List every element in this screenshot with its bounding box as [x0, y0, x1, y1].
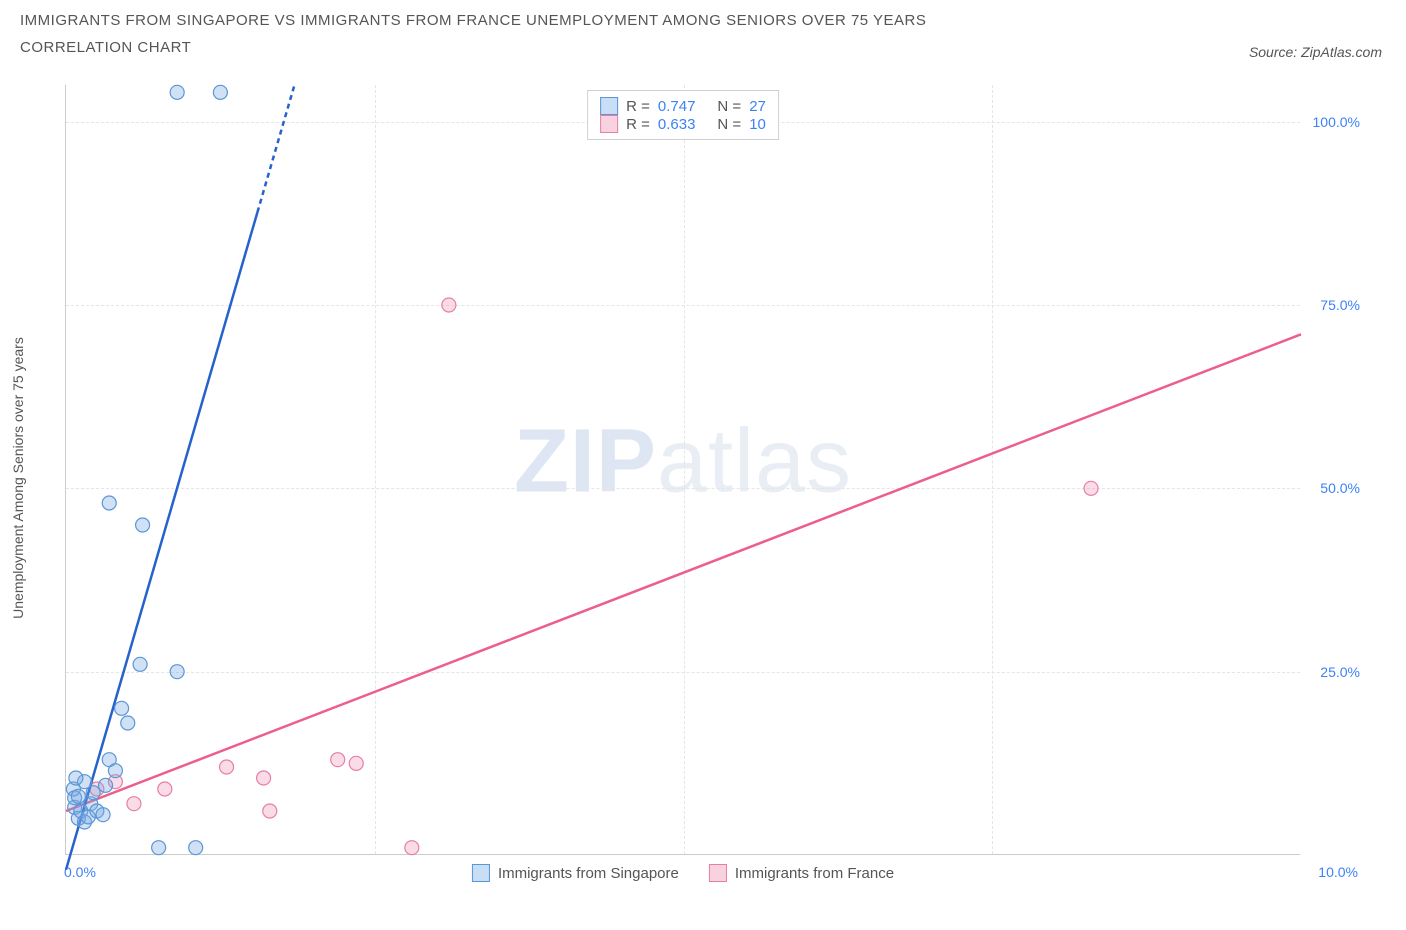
pink-data-point: [257, 771, 271, 785]
series-legend-label: Immigrants from Singapore: [498, 865, 679, 882]
series-legend-item: Immigrants from Singapore: [472, 864, 679, 882]
y-tick-label: 25.0%: [1320, 664, 1360, 680]
blue-data-point: [189, 841, 203, 855]
pink-data-point: [220, 760, 234, 774]
pink-trend-line: [66, 334, 1301, 811]
blue-data-point: [102, 496, 116, 510]
blue-data-point: [136, 518, 150, 532]
blue-data-point: [121, 716, 135, 730]
series-legend-label: Immigrants from France: [735, 865, 894, 882]
legend-r-value: 0.747: [658, 98, 696, 115]
blue-data-point: [96, 808, 110, 822]
series-legend-item: Immigrants from France: [709, 864, 894, 882]
legend-n-label: N =: [717, 116, 741, 133]
legend-swatch: [600, 115, 618, 133]
pink-data-point: [158, 782, 172, 796]
chart-title-line2: CORRELATION CHART: [20, 39, 1386, 56]
legend-n-value: 27: [749, 98, 766, 115]
pink-data-point: [263, 804, 277, 818]
pink-data-point: [331, 753, 345, 767]
chart-container: ZIPatlas 25.0%50.0%75.0%100.0%0.0%10.0% …: [65, 85, 1375, 880]
y-tick-label: 75.0%: [1320, 297, 1360, 313]
legend-r-label: R =: [626, 98, 650, 115]
legend-row: R = 0.633 N = 10: [600, 115, 766, 133]
blue-data-point: [115, 701, 129, 715]
pink-data-point: [405, 841, 419, 855]
legend-n-value: 10: [749, 116, 766, 133]
y-tick-label: 50.0%: [1320, 480, 1360, 496]
blue-trend-line-dashed: [257, 85, 294, 212]
legend-row: R = 0.747 N = 27: [600, 97, 766, 115]
y-axis-title: Unemployment Among Seniors over 75 years: [10, 337, 26, 619]
x-tick-label: 0.0%: [64, 864, 96, 880]
blue-data-point: [213, 85, 227, 99]
legend-swatch: [472, 864, 490, 882]
blue-data-point: [69, 771, 83, 785]
pink-data-point: [442, 298, 456, 312]
x-tick-label: 10.0%: [1318, 864, 1358, 880]
blue-data-point: [133, 657, 147, 671]
pink-data-point: [1084, 481, 1098, 495]
series-legend: Immigrants from Singapore Immigrants from…: [472, 864, 894, 882]
legend-n-label: N =: [717, 98, 741, 115]
legend-swatch: [600, 97, 618, 115]
legend-swatch: [709, 864, 727, 882]
chart-title-line1: IMMIGRANTS FROM SINGAPORE VS IMMIGRANTS …: [20, 12, 1386, 29]
pink-data-point: [349, 756, 363, 770]
plot-area: ZIPatlas 25.0%50.0%75.0%100.0%0.0%10.0% …: [65, 85, 1300, 855]
blue-data-point: [108, 764, 122, 778]
blue-data-point: [71, 789, 85, 803]
y-tick-label: 100.0%: [1313, 114, 1360, 130]
plot-svg: [66, 85, 1300, 854]
legend-r-value: 0.633: [658, 116, 696, 133]
blue-data-point: [152, 841, 166, 855]
blue-data-point: [99, 778, 113, 792]
correlation-legend: R = 0.747 N = 27 R = 0.633 N = 10: [587, 90, 779, 140]
pink-data-point: [127, 797, 141, 811]
blue-data-point: [170, 85, 184, 99]
legend-r-label: R =: [626, 116, 650, 133]
source-credit: Source: ZipAtlas.com: [1249, 44, 1382, 60]
blue-data-point: [170, 665, 184, 679]
